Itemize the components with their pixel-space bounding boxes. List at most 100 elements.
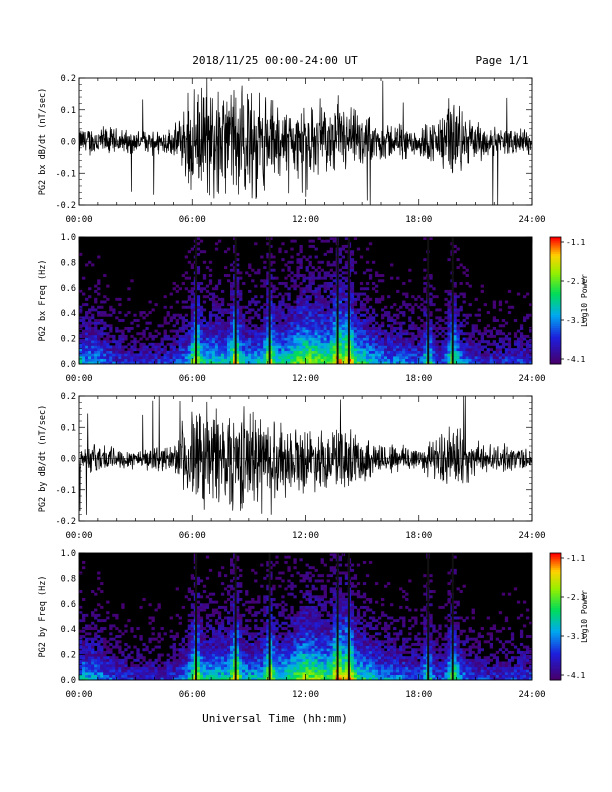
spectrogram-gap (195, 553, 198, 680)
spectrogram-gap (336, 553, 339, 680)
colorbar-segment (550, 338, 561, 342)
colorbar-frame (549, 552, 562, 681)
colorbar-segment (550, 608, 561, 611)
colorbar-segment (550, 618, 561, 622)
y-axis-title: PG2 bx Freq (Hz) (38, 260, 48, 342)
colorbar-segment (550, 241, 561, 244)
x-tick-label: 18:00 (405, 215, 432, 225)
colorbar-tick-label: -4.1 (566, 355, 585, 364)
x-tick-label: 24:00 (518, 374, 545, 384)
colorbar-segment (550, 357, 561, 361)
colorbar: -1.1 -2.1 -3.1 -4.1 Log10 Power (549, 552, 589, 681)
page-title: 2018/11/25 00:00-24:00 UT (192, 54, 358, 67)
colorbar-segment (550, 237, 561, 240)
x-tick-label: 06:00 (179, 374, 206, 384)
colorbar: -1.1 -2.1 -3.1 -4.1 Log10 Power (549, 236, 589, 365)
colorbar-segment (550, 671, 561, 675)
colorbar-segment (550, 614, 561, 617)
colorbar-segment (550, 639, 561, 643)
colorbar-segment (550, 677, 561, 681)
colorbar-segment (550, 283, 561, 287)
colorbar-segment (550, 667, 561, 670)
x-tick-label: 06:00 (179, 531, 206, 541)
panel-4: -1.1 -2.1 -3.1 -4.1 Log10 Power 00:00 06:00 12:… (38, 549, 589, 700)
x-tick-label: 00:00 (65, 531, 92, 541)
colorbar-segment (550, 249, 561, 253)
colorbar-segment (550, 641, 561, 645)
colorbar-segment (550, 262, 561, 266)
colorbar-segment (550, 675, 561, 679)
colorbar-segment (550, 601, 561, 605)
colorbar-segment (550, 311, 561, 314)
colorbar-segment (550, 279, 561, 282)
panel-3: 00:00 06:00 12:00 18:00 24:00 -0.2 -0.1 0.0 0.1 0… (38, 392, 546, 541)
colorbar-segment (550, 253, 561, 257)
colorbar-segment (550, 569, 561, 573)
colorbar-tick-label: -1.1 (566, 238, 585, 247)
spectrogram-gap (451, 237, 454, 364)
colorbar-segment (550, 673, 561, 677)
colorbar-segment (550, 256, 561, 259)
colorbar-segment (550, 287, 561, 291)
colorbar-segment (550, 637, 561, 641)
colorbar-segment (550, 646, 561, 649)
colorbar-segment (550, 648, 561, 651)
colorbar-segment (550, 561, 561, 565)
colorbar-segment (550, 298, 561, 301)
colorbar-segment (550, 631, 561, 634)
colorbar-segment (550, 669, 561, 673)
colorbar-segment (550, 578, 561, 582)
colorbar-segment (550, 353, 561, 357)
colorbar-segment (550, 599, 561, 603)
x-tick-label: 12:00 (292, 531, 319, 541)
spectrogram-gap (451, 553, 454, 680)
x-tick-label: 12:00 (292, 690, 319, 700)
colorbar-segment (550, 340, 561, 344)
x-tick-label: 18:00 (405, 374, 432, 384)
spectrogram-gap (347, 553, 350, 680)
colorbar-segment (550, 597, 561, 601)
page-number: Page 1/1 (476, 54, 529, 67)
colorbar-segment (550, 563, 561, 567)
y-axis-title: PG2 bx dB/dt (nT/sec) (38, 88, 48, 195)
y-tick-label: 0.0 (61, 455, 76, 465)
colorbar-segment (550, 567, 561, 571)
colorbar-segment (550, 239, 561, 242)
colorbar-segment (550, 243, 561, 246)
y-tick-label: -0.1 (56, 169, 76, 179)
colorbar-segment (550, 576, 561, 579)
colorbar-segment (550, 272, 561, 276)
colorbar-segment (550, 559, 561, 562)
colorbar-segment (550, 281, 561, 285)
colorbar-segment (550, 332, 561, 335)
colorbar-segment (550, 296, 561, 299)
colorbar-segment (550, 603, 561, 607)
x-axis-title: Universal Time (hh:mm) (202, 712, 348, 725)
x-tick-label: 06:00 (179, 690, 206, 700)
y-tick-label: 0.1 (61, 423, 76, 433)
colorbar-segment (550, 610, 561, 613)
waveform-line (78, 77, 533, 206)
colorbar-segment (550, 654, 561, 658)
waveform-line (78, 395, 533, 515)
x-tick-label: 06:00 (179, 215, 206, 225)
colorbar-segment (550, 304, 561, 308)
x-tick-label: 00:00 (65, 374, 92, 384)
colorbar-segment (550, 268, 561, 272)
colorbar-tick-label: -3.1 (566, 316, 585, 325)
colorbar-segment (550, 557, 561, 560)
y-tick-label: 0.0 (61, 360, 76, 370)
colorbar-segment (550, 553, 561, 556)
y-tick-label: 0.1 (61, 106, 76, 116)
x-tick-label: 18:00 (405, 531, 432, 541)
colorbar-segment (550, 644, 561, 647)
colorbar-segment (550, 313, 561, 316)
colorbar-segment (550, 658, 561, 662)
colorbar-title: Log10 Power (580, 274, 589, 327)
colorbar-segment (550, 591, 561, 594)
colorbar-segment (550, 300, 561, 304)
x-tick-label: 12:00 (292, 215, 319, 225)
spectrogram-gap (268, 237, 271, 364)
colorbar-segment (550, 258, 561, 261)
colorbar-segment (550, 323, 561, 327)
